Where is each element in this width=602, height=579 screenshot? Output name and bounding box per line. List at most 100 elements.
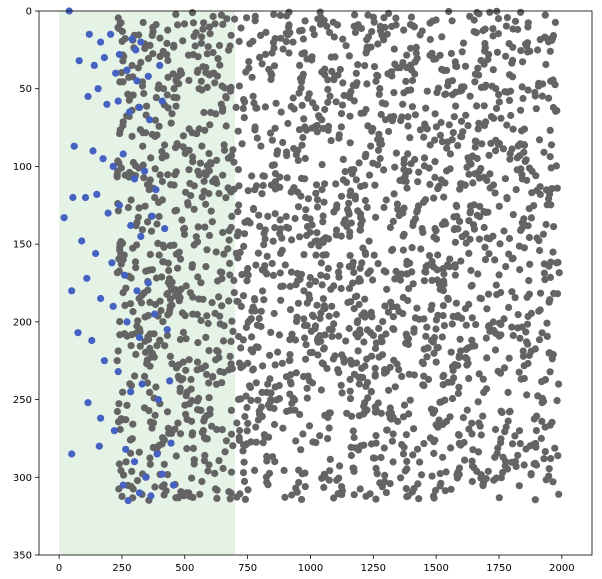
gray-point [297, 84, 305, 92]
gray-point [227, 468, 236, 476]
gray-point [318, 161, 326, 169]
gray-point [149, 50, 157, 58]
gray-point [424, 261, 432, 269]
gray-point [422, 268, 430, 276]
gray-point [159, 318, 167, 326]
gray-point [225, 236, 233, 244]
gray-point [146, 176, 154, 184]
gray-point [125, 73, 133, 81]
gray-point [468, 281, 476, 289]
gray-point [504, 388, 512, 396]
gray-point [327, 137, 335, 145]
blue-point [161, 225, 169, 233]
gray-point [403, 457, 411, 465]
gray-point [152, 274, 161, 282]
gray-point [524, 86, 532, 94]
gray-point [309, 312, 318, 321]
blue-point [90, 61, 98, 69]
gray-point [180, 224, 189, 232]
gray-point [398, 372, 406, 380]
gray-point [239, 292, 248, 300]
gray-point [234, 166, 242, 174]
gray-point [469, 446, 477, 454]
gray-point [279, 45, 287, 53]
gray-point [536, 289, 545, 297]
gray-point [207, 207, 215, 215]
gray-point [252, 261, 260, 269]
gray-point [491, 346, 500, 354]
gray-point [455, 352, 463, 360]
gray-point [182, 489, 191, 497]
gray-point [281, 261, 289, 269]
gray-point [229, 442, 237, 450]
gray-point [332, 98, 340, 106]
gray-point [324, 264, 332, 272]
gray-point [164, 471, 172, 479]
gray-point [431, 136, 439, 144]
blue-point [60, 214, 68, 222]
gray-point [136, 325, 144, 333]
gray-point [302, 355, 310, 363]
gray-point [400, 89, 408, 97]
gray-point [201, 414, 209, 422]
gray-point [224, 154, 232, 162]
gray-point [170, 85, 178, 93]
gray-point [508, 59, 516, 67]
gray-point [251, 307, 259, 315]
gray-point [116, 126, 124, 134]
gray-point [403, 184, 411, 192]
gray-point [301, 334, 309, 342]
gray-point [350, 268, 358, 276]
gray-point [146, 454, 154, 462]
gray-point [458, 48, 466, 56]
gray-point [438, 138, 446, 146]
gray-point [326, 92, 334, 100]
gray-point [400, 166, 408, 174]
gray-point [258, 190, 266, 198]
gray-point [187, 375, 195, 384]
gray-point [302, 206, 310, 214]
gray-point [502, 423, 510, 431]
gray-point [133, 477, 142, 485]
gray-point [440, 280, 448, 289]
gray-point [241, 412, 249, 421]
gray-point [516, 266, 524, 274]
gray-point [203, 370, 211, 379]
gray-point [505, 303, 513, 312]
blue-point [144, 72, 152, 80]
gray-point [166, 305, 174, 314]
gray-point [471, 78, 479, 86]
gray-point [203, 50, 211, 58]
gray-point [432, 316, 440, 324]
gray-point [361, 408, 369, 416]
gray-point [444, 378, 452, 386]
gray-point [352, 69, 360, 77]
gray-point [220, 141, 228, 149]
gray-point [530, 202, 538, 210]
gray-point [249, 365, 257, 373]
gray-point [196, 490, 204, 498]
gray-point [185, 356, 193, 364]
gray-point [415, 168, 423, 176]
gray-point [504, 417, 512, 425]
gray-point [464, 122, 472, 130]
gray-point [409, 280, 417, 288]
gray-point [433, 266, 441, 274]
gray-point [378, 99, 386, 107]
y-tick-label: 350 [13, 551, 32, 562]
gray-point [407, 86, 415, 94]
gray-point [176, 294, 184, 302]
gray-point [170, 241, 178, 249]
gray-point [369, 276, 377, 284]
gray-point [524, 19, 532, 27]
blue-point [81, 193, 90, 202]
gray-point [409, 451, 417, 459]
gray-point [481, 256, 490, 264]
gray-point [271, 35, 279, 43]
gray-point [211, 175, 219, 183]
gray-point [521, 157, 529, 165]
gray-point [517, 106, 525, 114]
gray-point [163, 39, 171, 48]
gray-point [319, 238, 327, 246]
gray-point [231, 15, 239, 23]
